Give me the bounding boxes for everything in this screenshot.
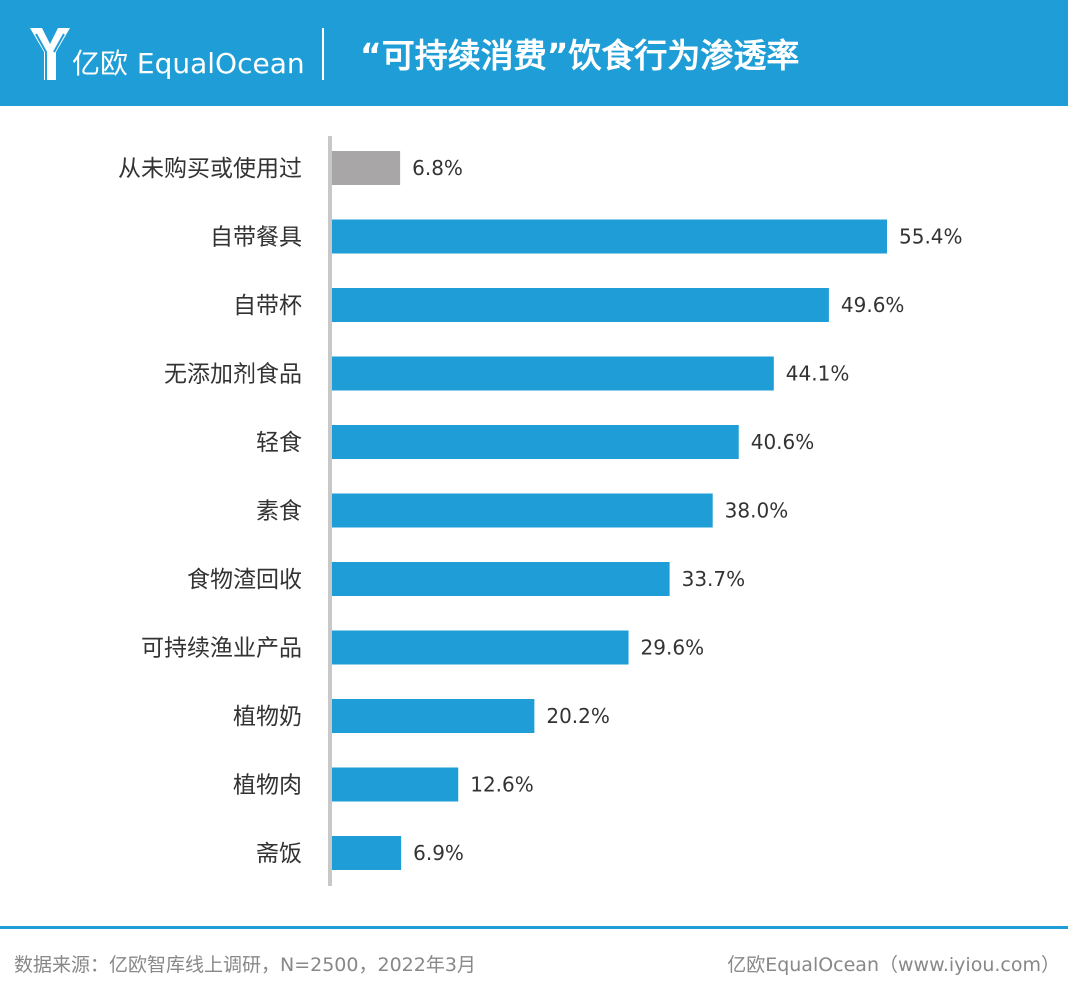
- header-divider: [322, 28, 324, 80]
- data-label: 6.9%: [413, 841, 464, 865]
- bar: [332, 630, 629, 665]
- bar: [332, 288, 829, 322]
- bar: [332, 425, 739, 459]
- bar: [332, 562, 670, 596]
- category-label: 植物奶: [233, 704, 302, 730]
- footer-divider: [0, 926, 1068, 929]
- logo-text: 亿欧 EqualOcean: [72, 47, 305, 80]
- data-label: 38.0%: [725, 499, 789, 523]
- data-label: 49.6%: [841, 293, 905, 317]
- category-label: 从未购买或使用过: [118, 156, 302, 182]
- category-label: 食物渣回收: [187, 567, 302, 593]
- data-label: 20.2%: [546, 704, 610, 728]
- bar-chart: 从未购买或使用过 6.8% 自带餐具 55.4% 自带杯 49.6% 无添加剂食品 44.1%…: [118, 136, 963, 886]
- data-source: 数据来源：亿欧智库线上调研，N=2500，2022年3月: [14, 954, 476, 976]
- data-label: 12.6%: [470, 773, 534, 797]
- category-label: 素食: [256, 499, 302, 525]
- category-label: 植物肉: [233, 773, 302, 799]
- category-label: 自带杯: [233, 293, 302, 319]
- bar: [332, 356, 774, 391]
- bar: [332, 151, 401, 185]
- data-label: 6.8%: [412, 156, 463, 180]
- page-title: “可持续消费”饮食行为渗透率: [360, 36, 800, 75]
- data-label: 29.6%: [641, 636, 705, 660]
- category-label: 自带餐具: [210, 225, 302, 251]
- data-label: 40.6%: [751, 430, 815, 454]
- category-label: 可持续渔业产品: [141, 636, 302, 662]
- category-label: 轻食: [256, 430, 302, 456]
- bar: [332, 699, 535, 733]
- bar: [332, 493, 713, 528]
- bar: [332, 219, 887, 254]
- category-label: 无添加剂食品: [164, 362, 302, 388]
- category-label: 斋饭: [256, 841, 302, 867]
- data-label: 55.4%: [899, 225, 963, 249]
- data-label: 33.7%: [682, 567, 746, 591]
- header-banner: 亿欧 EqualOcean “可持续消费”饮食行为渗透率: [0, 0, 1068, 106]
- data-label: 44.1%: [786, 362, 850, 386]
- equalocean-logo-icon: [30, 28, 70, 80]
- footer-brand: 亿欧EqualOcean（www.iyiou.com）: [727, 954, 1060, 976]
- bar: [332, 836, 402, 870]
- bar: [332, 767, 459, 802]
